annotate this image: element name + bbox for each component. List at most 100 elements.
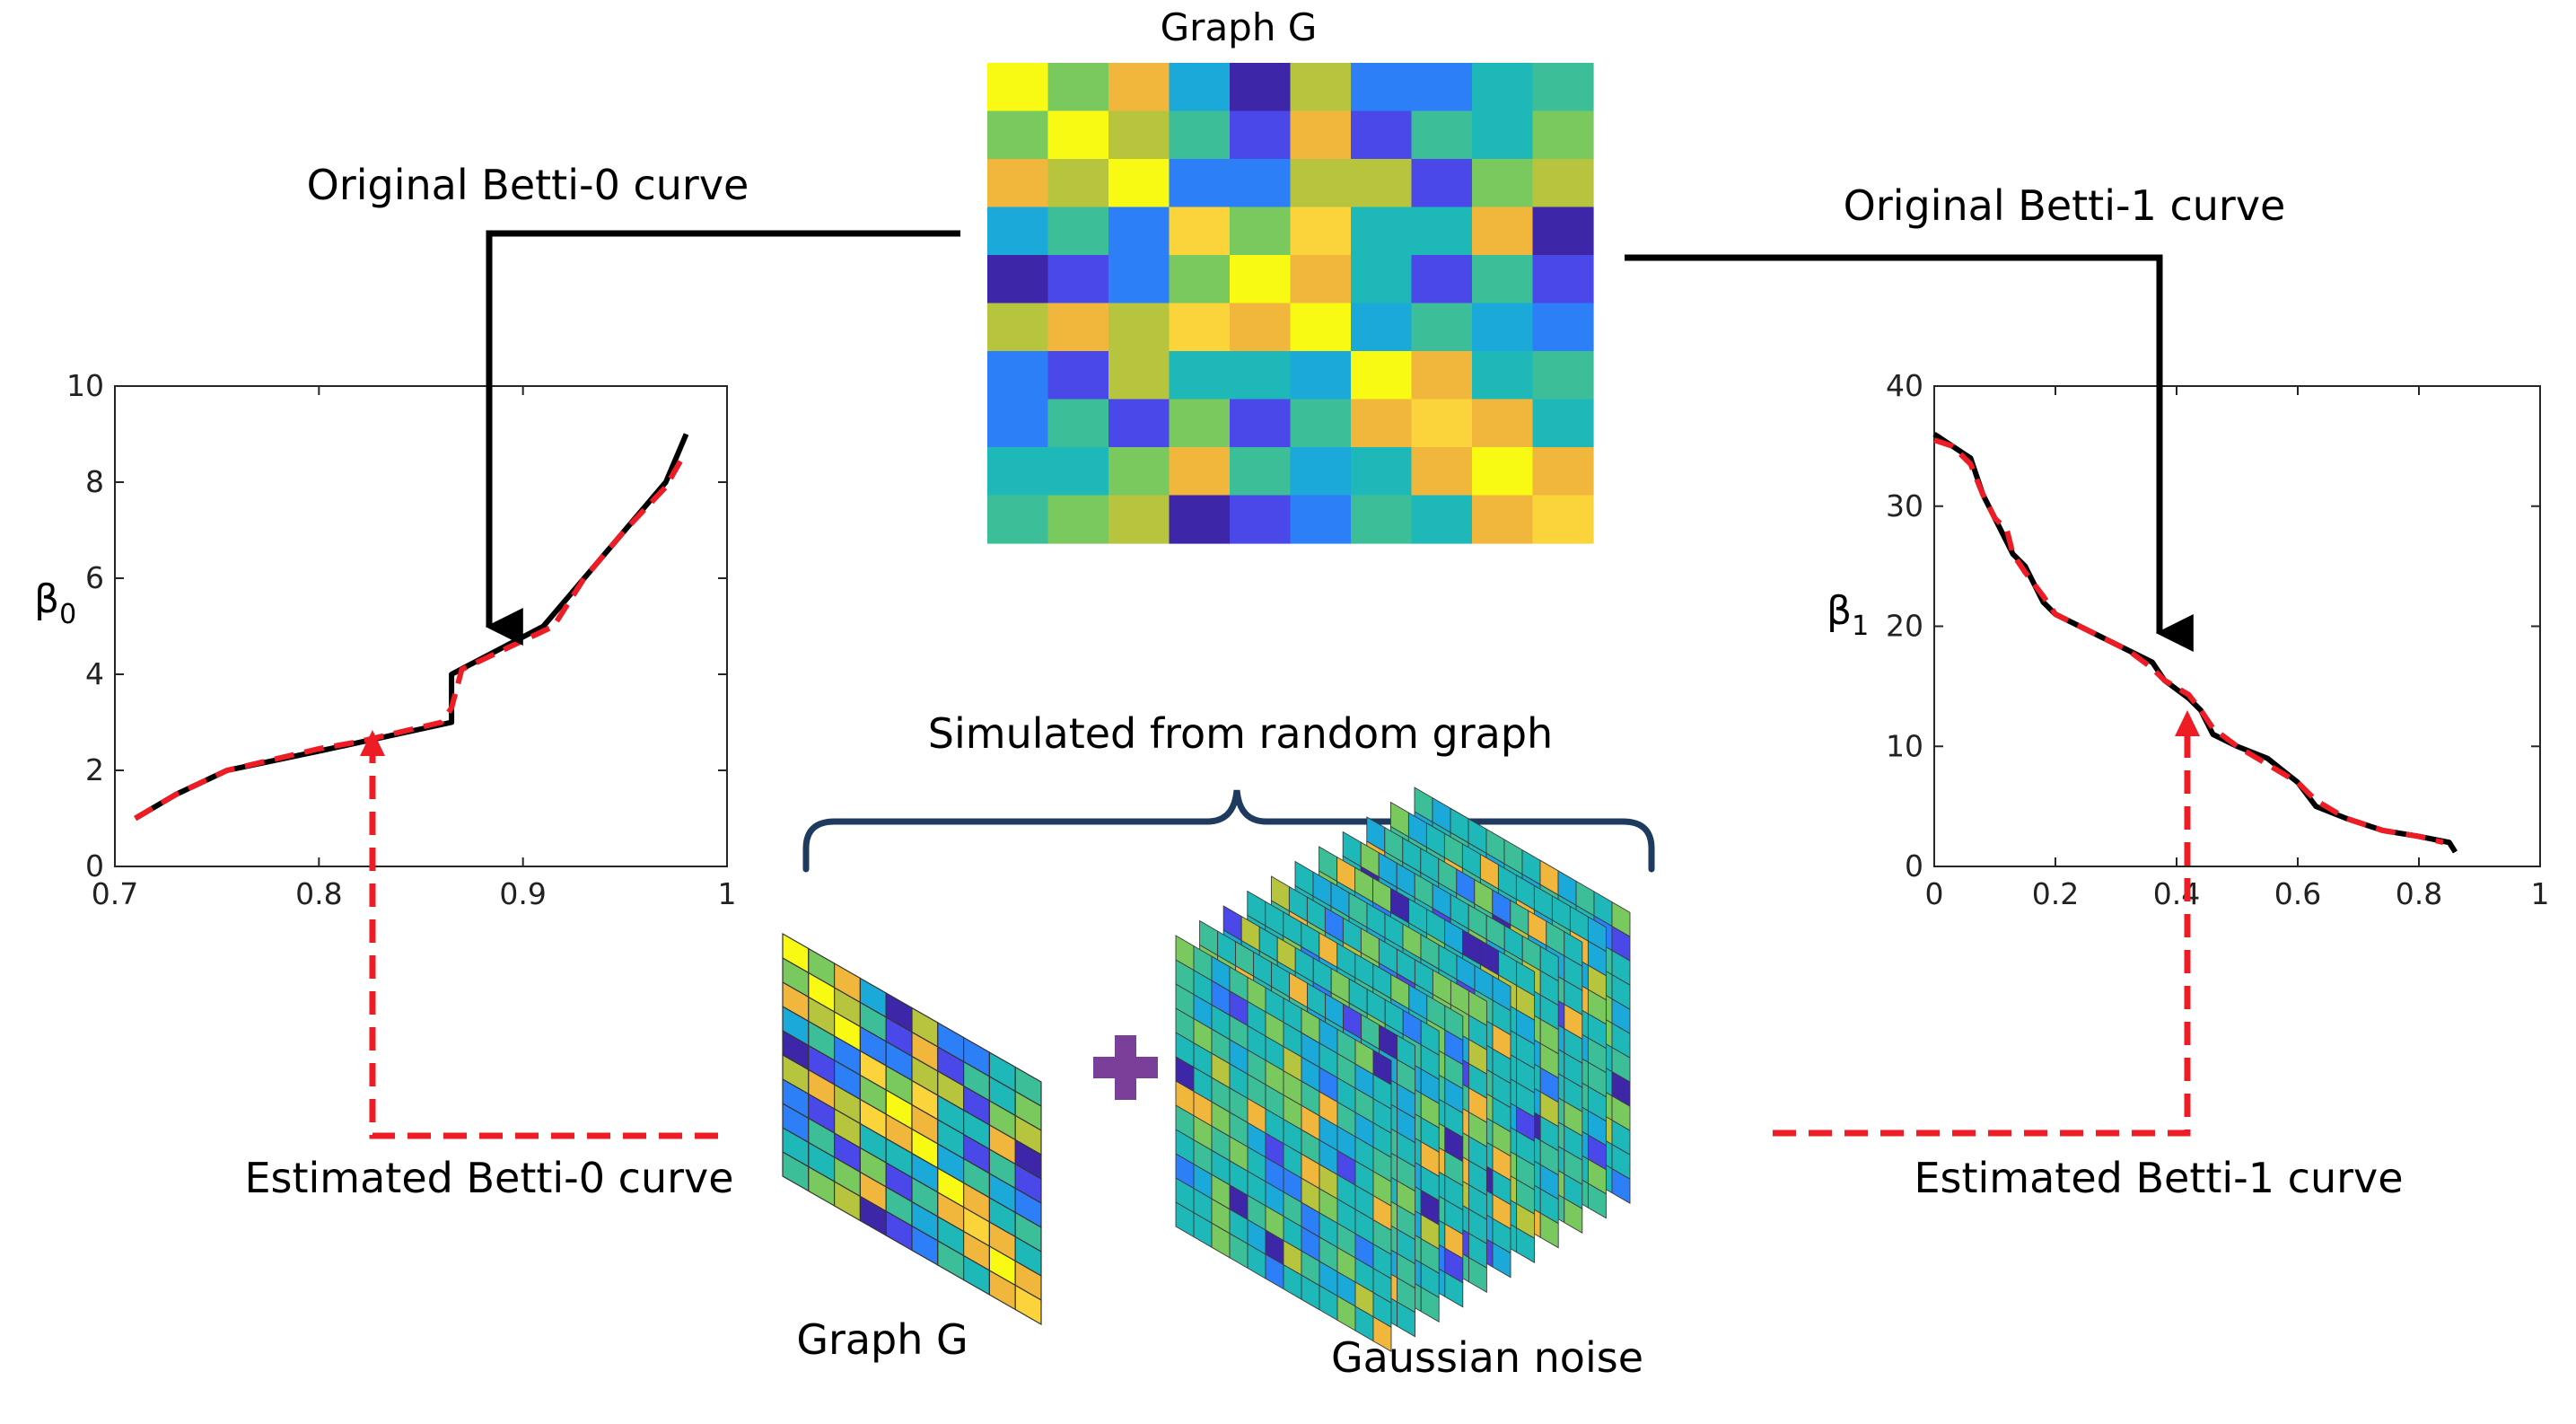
noise-cell <box>1444 1271 1464 1308</box>
heatmap-cell <box>1290 159 1352 208</box>
heatmap-cell <box>1047 495 1109 544</box>
heatmap-cell <box>1290 255 1352 304</box>
heatmap-cell <box>987 63 1049 112</box>
estimated-betti-0-label: Estimated Betti-0 curve <box>244 1154 733 1202</box>
noise-cell <box>1420 1286 1440 1323</box>
betti-1-estimated-series <box>1933 437 2444 846</box>
betti-1-y-tick-label: 20 <box>1886 609 1923 644</box>
heatmap-cell <box>1230 255 1292 304</box>
heatmap-cell <box>1108 447 1170 497</box>
heatmap-cell <box>987 255 1049 304</box>
heatmap-cell <box>1411 110 1473 160</box>
heatmap-cell <box>1230 207 1292 256</box>
heatmap-cell <box>1472 255 1534 304</box>
gaussian-noise-stack <box>1175 787 1631 1352</box>
heatmap-cell <box>1411 447 1473 497</box>
heatmap-cell <box>1351 447 1413 497</box>
heatmap-cell <box>1169 159 1231 208</box>
heatmap-cell <box>1047 303 1109 352</box>
noise-cell <box>1397 1301 1416 1338</box>
heatmap-cell <box>987 207 1049 256</box>
heatmap-cell <box>1532 159 1594 208</box>
heatmap-cell <box>1532 495 1594 544</box>
heatmap-cell <box>1169 303 1231 352</box>
simulated-label: Simulated from random graph <box>928 709 1553 758</box>
heatmap-cell <box>1108 351 1170 400</box>
heatmap-cell <box>1169 255 1231 304</box>
heatmap-cell <box>1230 495 1292 544</box>
graph-g-heatmap-top <box>987 63 1594 544</box>
heatmap-cell <box>987 159 1049 208</box>
heatmap-cell <box>1351 399 1413 448</box>
graph-g-heatmap-bottom <box>782 932 1042 1326</box>
estimated-betti-0-arrow <box>369 745 718 1139</box>
heatmap-cell <box>1411 351 1473 400</box>
estimated-betti-0-arrowhead <box>360 730 385 756</box>
curly-brace <box>802 789 1655 873</box>
original-betti-1-arrow <box>1625 254 2194 652</box>
heatmap-cell <box>1532 447 1594 497</box>
heatmap-cell <box>1351 110 1413 160</box>
heatmap-cell <box>1351 63 1413 112</box>
betti-0-x-tick-label: 0.7 <box>92 876 138 911</box>
heatmap-cell <box>1047 351 1109 400</box>
heatmap-cell <box>1230 399 1292 448</box>
heatmap-cell <box>1532 351 1594 400</box>
betti-1-x-tick-label: 0.8 <box>2396 876 2442 911</box>
heatmap-cell <box>1230 447 1292 497</box>
betti-1-x-tick-label: 1 <box>2531 876 2550 911</box>
heatmap-cell <box>1108 110 1170 160</box>
heatmap-cell <box>1230 159 1292 208</box>
noise-cell <box>1611 1167 1631 1204</box>
heatmap-cell <box>1290 63 1352 112</box>
heatmap-cell <box>1532 255 1594 304</box>
heatmap-cell <box>987 110 1049 160</box>
heatmap-cell <box>1411 159 1473 208</box>
heatmap-cell <box>1290 399 1352 448</box>
heatmap-cell <box>1230 303 1292 352</box>
beta1-axis-label: β1 <box>1827 588 1869 642</box>
heatmap-cell <box>1108 399 1170 448</box>
graph-g-top-label: Graph G <box>1161 5 1318 49</box>
betti-0-estimated-series <box>134 456 685 822</box>
betti-1-y-tick-label: 10 <box>1886 728 1923 763</box>
heatmap-cell <box>1290 207 1352 256</box>
heatmap-cell <box>1169 495 1231 544</box>
heatmap-cell <box>1411 399 1473 448</box>
heatmap-cell <box>1169 351 1231 400</box>
heatmap-cell <box>1411 207 1473 256</box>
heatmap-cell <box>1290 447 1352 497</box>
heatmap-cell <box>1411 63 1473 112</box>
heatmap-cell <box>1047 207 1109 256</box>
heatmap-cell <box>1351 303 1413 352</box>
heatmap-cell <box>1351 207 1413 256</box>
heatmap-cell <box>1169 207 1231 256</box>
heatmap-cell <box>1472 399 1534 448</box>
noise-cell <box>1587 1182 1607 1219</box>
heatmap-cell <box>1532 399 1594 448</box>
heatmap-cell <box>1351 495 1413 544</box>
heatmap-cell <box>1472 63 1534 112</box>
heatmap-cell <box>1472 207 1534 256</box>
estimated-betti-1-arrowhead <box>2175 710 2200 736</box>
betti-1-x-tick-label: 0 <box>1925 876 1944 911</box>
heatmap-cell <box>1169 399 1231 448</box>
betti-0-y-tick-label: 6 <box>85 560 104 595</box>
noise-cell <box>1372 1315 1392 1352</box>
heatmap-cell <box>1290 303 1352 352</box>
heatmap-cell <box>1047 110 1109 160</box>
heatmap-cell <box>1108 207 1170 256</box>
betti-0-y-tick-label: 2 <box>85 752 104 787</box>
heatmap-cell <box>1411 495 1473 544</box>
noise-cell <box>1492 1242 1511 1279</box>
heatmap-cell <box>1351 159 1413 208</box>
betti-1-y-tick-label: 40 <box>1886 368 1923 403</box>
heatmap-cell <box>1472 495 1534 544</box>
betti-1-y-tick-label: 30 <box>1886 488 1923 523</box>
heatmap-cell <box>1108 495 1170 544</box>
noise-layer <box>1175 935 1392 1352</box>
beta0-axis-label: β0 <box>34 576 76 630</box>
betti-0-plot-frame <box>114 385 728 867</box>
betti-0-y-tick-label: 8 <box>85 464 104 499</box>
heatmap-cell <box>1290 110 1352 160</box>
